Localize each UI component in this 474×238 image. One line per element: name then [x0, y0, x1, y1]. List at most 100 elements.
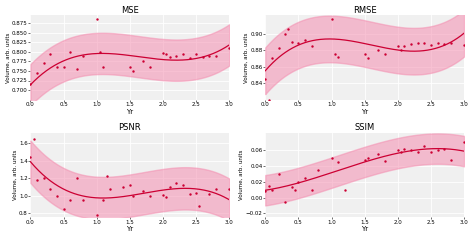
Point	[173, 181, 180, 185]
Point	[53, 65, 61, 69]
Point	[73, 176, 81, 180]
Point	[440, 147, 448, 151]
Point	[275, 46, 283, 50]
Point	[268, 56, 276, 60]
Point	[394, 148, 401, 152]
X-axis label: Yr: Yr	[126, 226, 134, 233]
Point	[179, 183, 187, 187]
Point	[196, 204, 203, 208]
Point	[163, 53, 170, 56]
Point	[265, 184, 273, 188]
Y-axis label: Volume, arb. units: Volume, arb. units	[6, 32, 10, 83]
Point	[33, 71, 41, 75]
Point	[301, 176, 309, 180]
Point	[364, 156, 372, 160]
Point	[314, 168, 322, 172]
Point	[159, 51, 167, 55]
Point	[420, 42, 428, 45]
Point	[66, 198, 74, 202]
Point	[126, 65, 134, 69]
Point	[96, 50, 104, 54]
Point	[308, 44, 315, 48]
Point	[212, 54, 220, 58]
Point	[328, 17, 335, 20]
Point	[173, 54, 180, 58]
Point	[328, 156, 335, 160]
Title: SSIM: SSIM	[355, 123, 375, 132]
Point	[226, 188, 233, 191]
Point	[334, 55, 342, 59]
Point	[381, 52, 388, 56]
Title: PSNR: PSNR	[118, 123, 141, 132]
Point	[401, 44, 408, 48]
Point	[159, 193, 167, 197]
Point	[27, 155, 34, 159]
Title: MSE: MSE	[121, 5, 139, 15]
Point	[460, 140, 468, 144]
Point	[139, 189, 147, 193]
Point	[126, 183, 134, 187]
Point	[295, 180, 302, 184]
Point	[288, 40, 296, 44]
Point	[374, 152, 382, 156]
Point	[212, 188, 220, 191]
Point	[106, 187, 114, 190]
Point	[407, 148, 415, 152]
Point	[192, 191, 200, 195]
Point	[129, 194, 137, 198]
Point	[394, 44, 401, 48]
Point	[60, 65, 67, 69]
Point	[206, 192, 213, 196]
Point	[146, 65, 154, 69]
Point	[397, 48, 405, 52]
Point	[66, 50, 74, 54]
Point	[427, 150, 435, 154]
Point	[447, 158, 455, 162]
Point	[282, 32, 289, 35]
Point	[361, 52, 368, 56]
Point	[163, 195, 170, 199]
Point	[73, 67, 81, 71]
Point	[46, 187, 54, 190]
Point	[407, 42, 415, 46]
Point	[80, 54, 87, 58]
Point	[129, 69, 137, 73]
Point	[381, 159, 388, 163]
Point	[265, 98, 273, 102]
Point	[295, 42, 302, 45]
Title: RMSE: RMSE	[353, 5, 376, 15]
Point	[100, 198, 107, 202]
Point	[40, 176, 47, 180]
Point	[27, 82, 34, 86]
Point	[103, 174, 110, 178]
Point	[262, 189, 269, 193]
Point	[361, 158, 368, 162]
Point	[40, 61, 47, 65]
Point	[93, 213, 100, 217]
Point	[292, 188, 299, 192]
Point	[33, 178, 41, 182]
Point	[268, 188, 276, 192]
Point	[397, 150, 405, 154]
Point	[288, 185, 296, 189]
Y-axis label: Volume, arb. units: Volume, arb. units	[239, 150, 244, 200]
Point	[186, 192, 193, 196]
Point	[414, 42, 421, 45]
Point	[331, 52, 338, 56]
Point	[186, 56, 193, 60]
Point	[282, 200, 289, 203]
Point	[166, 185, 173, 189]
Point	[60, 207, 67, 210]
Point	[434, 148, 441, 152]
Point	[460, 43, 468, 47]
X-axis label: Yr: Yr	[361, 226, 368, 233]
Point	[139, 60, 147, 63]
Point	[364, 56, 372, 60]
Point	[275, 172, 283, 176]
Point	[401, 147, 408, 151]
Point	[226, 46, 233, 50]
Point	[166, 55, 173, 59]
Point	[192, 53, 200, 56]
Point	[341, 188, 348, 192]
Point	[308, 188, 315, 192]
